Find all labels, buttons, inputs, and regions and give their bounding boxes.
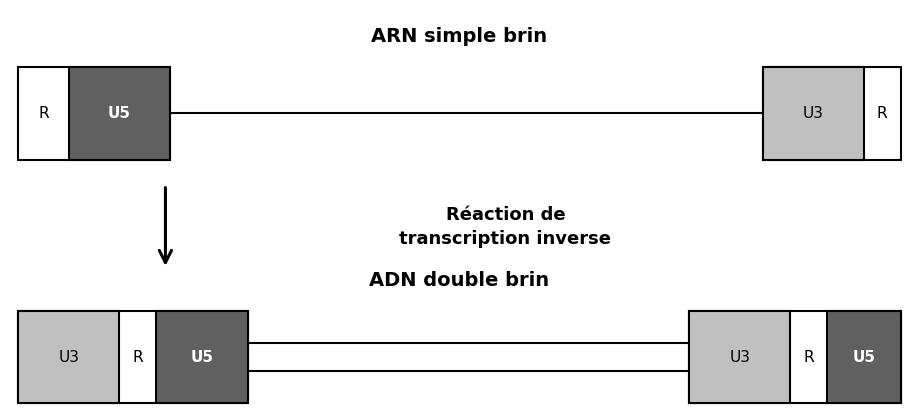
Bar <box>18 311 248 403</box>
Text: U5: U5 <box>108 106 131 121</box>
Bar <box>18 311 119 403</box>
Bar <box>763 67 901 160</box>
Text: R: R <box>803 349 814 365</box>
Text: U5: U5 <box>190 349 214 365</box>
Bar <box>763 67 864 160</box>
Text: U5: U5 <box>852 349 876 365</box>
Bar <box>156 311 248 403</box>
Bar <box>689 311 901 403</box>
Text: U3: U3 <box>59 349 79 365</box>
Text: R: R <box>877 106 888 121</box>
Text: U3: U3 <box>803 106 823 121</box>
Text: Réaction de
transcription inverse: Réaction de transcription inverse <box>400 206 611 248</box>
Text: ARN simple brin: ARN simple brin <box>371 27 548 46</box>
Text: R: R <box>39 106 49 121</box>
Bar <box>18 67 170 160</box>
Text: R: R <box>132 349 143 365</box>
Text: ADN double brin: ADN double brin <box>369 271 550 290</box>
Bar <box>689 311 790 403</box>
Bar <box>827 311 901 403</box>
Bar <box>69 67 170 160</box>
Text: U3: U3 <box>730 349 750 365</box>
